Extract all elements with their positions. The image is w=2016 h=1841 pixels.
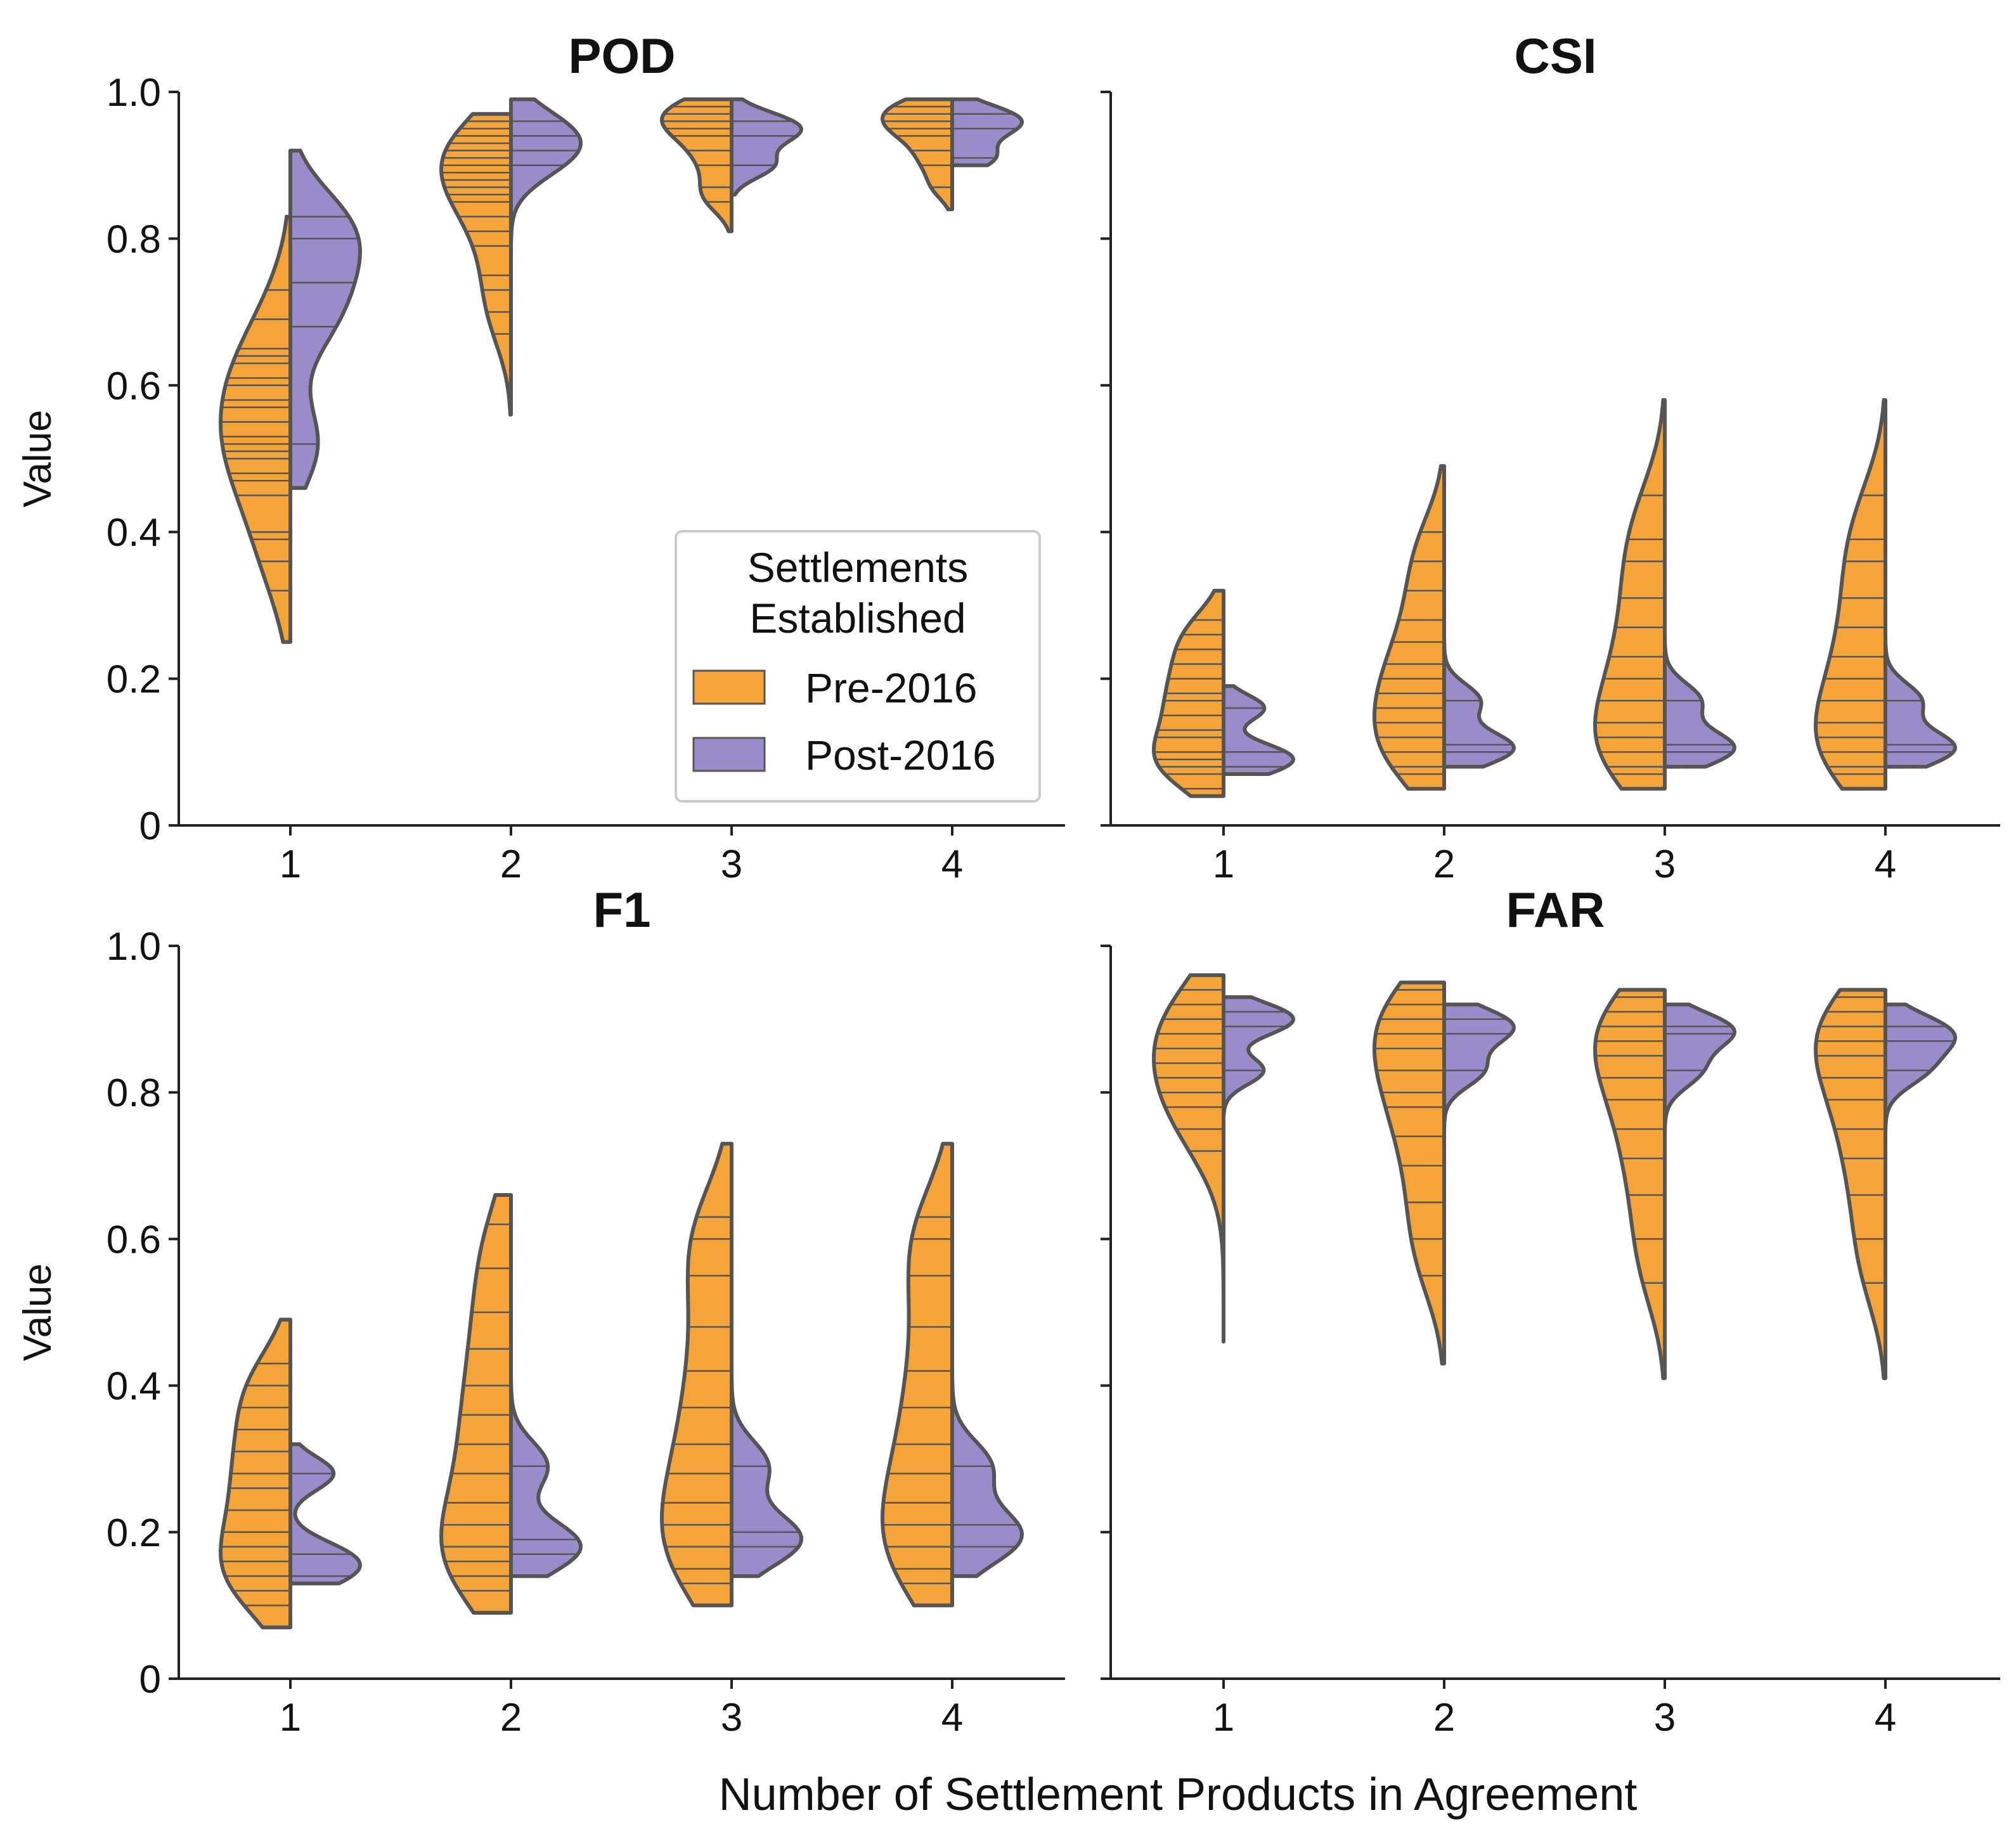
x-tick-label: 4: [1875, 1696, 1896, 1740]
x-tick-label: 4: [941, 1696, 963, 1740]
legend-swatch-pre-2016: [692, 669, 766, 705]
violin-post-2016: [730, 1361, 803, 1579]
violin-pre-2016: [660, 1142, 733, 1608]
y-tick-label: 1.0: [107, 925, 161, 969]
violin-pre-2016: [1593, 988, 1667, 1381]
violin-post-2016: [1222, 684, 1295, 777]
violin-post-2016: [509, 1369, 583, 1579]
y-tick-label: 0.6: [107, 365, 161, 408]
violin-post-2016: [1442, 625, 1516, 769]
legend-label-pre-2016: Pre-2016: [805, 664, 978, 711]
x-tick-label: 2: [1433, 843, 1455, 886]
y-tick-label: 1.0: [107, 71, 161, 115]
violin-pre-2016: [881, 97, 954, 212]
x-tick-label: 3: [721, 1696, 742, 1740]
violin-post-2016: [1884, 618, 1957, 769]
violin-post-2016: [288, 1442, 362, 1586]
violin-post-2016: [509, 97, 583, 299]
violin-post-2016: [1222, 995, 1295, 1116]
y-tick-label: 0.6: [107, 1218, 161, 1262]
legend-swatch-post-2016: [692, 737, 766, 772]
panel-title: CSI: [1514, 28, 1596, 84]
y-tick-label: 0: [139, 804, 161, 848]
panel-pod: POD 0 0.2 0.4 0.6 0.8 1.0 Value 1 2 3 4: [16, 28, 1065, 886]
y-tick-label: 0: [139, 1658, 161, 1702]
legend-title-line2: Established: [749, 595, 966, 642]
panel-title: F1: [593, 882, 650, 938]
legend: Settlements Established Pre-2016 Post-20…: [675, 530, 1041, 803]
panel-title: POD: [568, 28, 675, 84]
violin-pre-2016: [1593, 397, 1667, 791]
x-tick-label: 4: [1875, 843, 1896, 886]
violin-post-2016: [950, 97, 1024, 167]
violin-post-2016: [1663, 618, 1736, 769]
x-tick-label: 2: [500, 843, 522, 886]
violin-pre-2016: [1152, 973, 1225, 1344]
violin-post-2016: [1663, 1002, 1736, 1153]
y-axis-label: Value: [16, 410, 60, 508]
y-tick-label: 0.2: [107, 658, 161, 702]
y-tick-label: 0.8: [107, 1071, 161, 1115]
violin-pre-2016: [439, 112, 513, 417]
x-tick-label: 3: [1654, 843, 1676, 886]
violin-post-2016: [1442, 1002, 1516, 1146]
panel-f1: F1 0 0.2 0.4 0.6 0.8 1.0 Value 1 2 3 4: [16, 882, 1065, 1740]
violin-pre-2016: [219, 214, 292, 644]
panel-csi: CSI 1 2 3 4: [1101, 28, 2000, 886]
y-tick-label: 0.2: [107, 1511, 161, 1555]
x-tick-label: 2: [500, 1696, 522, 1740]
y-tick-label: 0.8: [107, 217, 161, 261]
violin-post-2016: [730, 97, 803, 197]
violin-pre-2016: [439, 1193, 513, 1615]
y-tick-label: 0.4: [107, 511, 161, 555]
x-tick-label: 3: [721, 843, 742, 886]
x-tick-label: 3: [1654, 1696, 1676, 1740]
legend-label-post-2016: Post-2016: [805, 732, 996, 778]
x-axis-label: Number of Settlement Products in Agreeme…: [719, 1769, 1638, 1820]
violin-post-2016: [288, 148, 362, 490]
legend-title-line1: Settlements: [747, 544, 969, 591]
y-tick-label: 0.4: [107, 1365, 161, 1409]
violin-post-2016: [950, 1361, 1024, 1579]
panel-far: FAR 1 2 3 4: [1101, 882, 2000, 1740]
x-tick-label: 4: [941, 843, 963, 886]
violin-pre-2016: [1373, 980, 1446, 1366]
violin-pre-2016: [1814, 397, 1887, 791]
violin-pre-2016: [1373, 464, 1446, 791]
x-tick-label: 1: [1213, 843, 1234, 886]
panel-title: FAR: [1506, 882, 1605, 938]
x-tick-label: 1: [280, 843, 301, 886]
violin-pre-2016: [1814, 988, 1887, 1381]
violin-pre-2016: [881, 1142, 954, 1608]
x-tick-label: 1: [280, 1696, 301, 1740]
x-tick-label: 2: [1433, 1696, 1455, 1740]
x-tick-label: 1: [1213, 1696, 1234, 1740]
legend-frame: [675, 530, 1041, 803]
y-axis-label: Value: [16, 1263, 60, 1361]
